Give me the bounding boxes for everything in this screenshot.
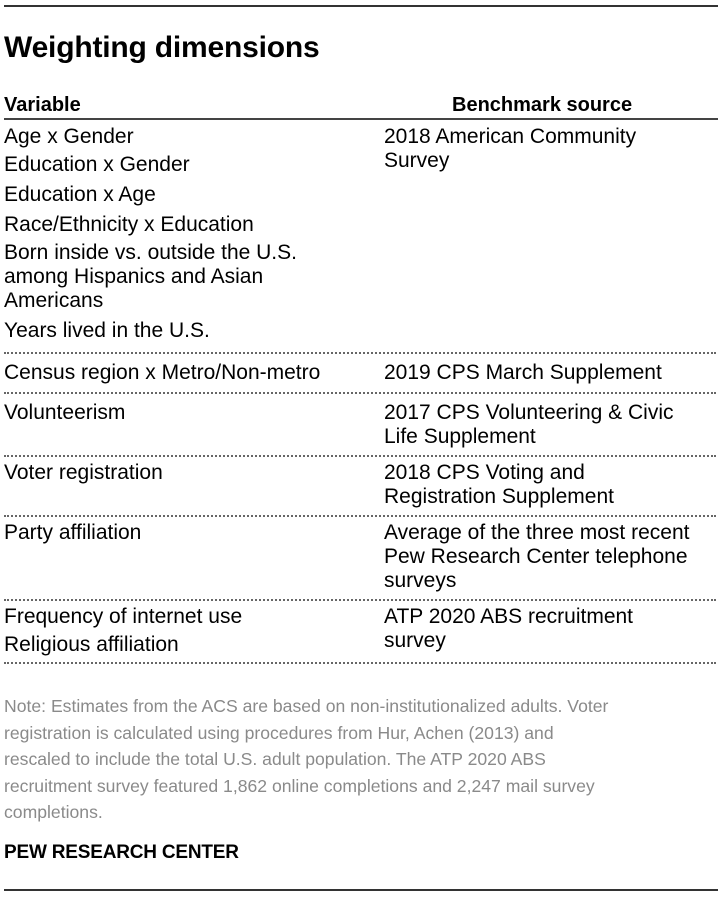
row-divider (4, 662, 716, 664)
source-acs-line-2: Survey (384, 149, 450, 172)
variable-column-header: Variable (4, 94, 81, 116)
footnote-line: rescaled to include the total U.S. adult… (4, 749, 546, 769)
header-rule (4, 118, 718, 120)
source-cps-march: 2019 CPS March Supplement (384, 361, 662, 384)
footnote-line: recruitment survey featured 1,862 online… (4, 775, 595, 796)
footnote-line: registration is calculated using procedu… (4, 722, 554, 743)
row-divider (4, 392, 716, 394)
bottom-rule (4, 889, 718, 891)
variable-born-inside-line-3: Americans (4, 289, 104, 312)
variable-voter-registration: Voter registration (4, 461, 163, 484)
variable-education-age: Education x Age (4, 183, 156, 206)
source-atp-line-2: survey (384, 629, 446, 652)
variable-race-education: Race/Ethnicity x Education (4, 213, 254, 236)
variable-age-gender: Age x Gender (4, 125, 134, 148)
footnote: Note: Estimates from the ACS are based o… (4, 693, 716, 826)
row-divider (4, 515, 716, 517)
row-divider (4, 352, 716, 354)
source-pew-line-3: surveys (384, 569, 457, 592)
variable-internet-use: Frequency of internet use (4, 605, 243, 628)
source-cps-voting-line-2: Registration Supplement (384, 485, 614, 508)
source-label: PEW RESEARCH CENTER (4, 842, 239, 863)
source-cps-volunteering-line-1: 2017 CPS Volunteering & Civic (384, 401, 674, 424)
source-acs-line-1: 2018 American Community (384, 125, 637, 148)
source-cps-voting-line-1: 2018 CPS Voting and (384, 461, 585, 484)
variable-volunteerism: Volunteerism (4, 401, 126, 424)
variable-education-gender: Education x Gender (4, 153, 190, 176)
source-pew-line-2: Pew Research Center telephone (384, 545, 688, 568)
footnote-line: Note: Estimates from the ACS are based o… (4, 696, 609, 716)
source-pew-line-1: Average of the three most recent (384, 521, 690, 544)
variable-religious-affiliation: Religious affiliation (4, 633, 179, 656)
row-divider (4, 599, 716, 601)
benchmark-source-column-header: Benchmark source (452, 94, 633, 116)
variable-party-affiliation: Party affiliation (4, 521, 142, 544)
source-cps-volunteering-line-2: Life Supplement (384, 425, 536, 448)
source-atp-line-1: ATP 2020 ABS recruitment (384, 605, 634, 628)
variable-born-inside-line-1: Born inside vs. outside the U.S. (4, 241, 297, 264)
variable-born-inside-line-2: among Hispanics and Asian (4, 265, 264, 288)
footnote-line: completions. (4, 802, 103, 822)
top-rule (4, 5, 718, 7)
row-divider (4, 455, 716, 457)
page-title: Weighting dimensions (4, 31, 320, 64)
variable-census-region: Census region x Metro/Non-metro (4, 361, 321, 384)
variable-years-lived: Years lived in the U.S. (4, 319, 210, 342)
